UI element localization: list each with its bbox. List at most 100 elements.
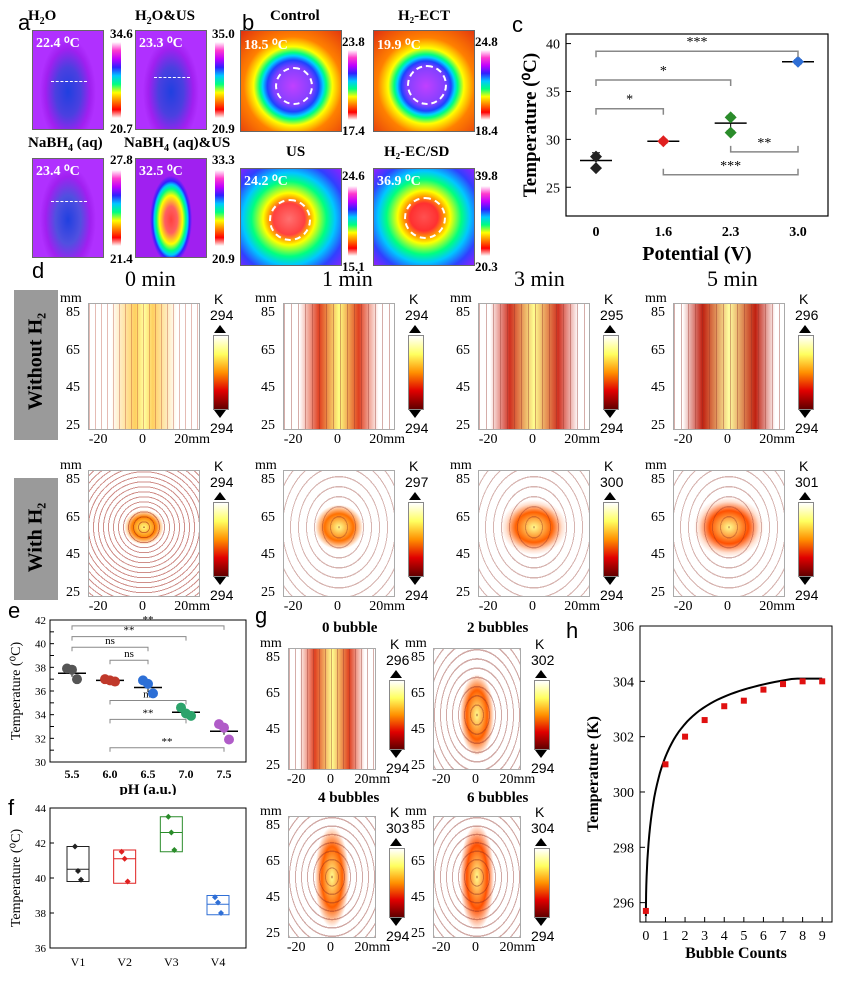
colorbar-max: 24.8: [475, 34, 498, 49]
panel-a-title-3: NaBH4 (aq): [28, 135, 103, 154]
colorbar: [348, 50, 357, 120]
y-tick-label: 40: [35, 639, 47, 651]
unit-mm: mm: [645, 291, 667, 306]
thermal-temp-label: 18.5 ⁰C: [244, 38, 288, 53]
significance-label: ns: [143, 688, 153, 700]
x-tick-label: 9: [819, 929, 826, 944]
colorbar-up-arrow: [390, 670, 402, 678]
data-point: [590, 162, 602, 175]
x-tick-label: 20mm: [354, 772, 391, 787]
colorbar-min: 18.4: [475, 123, 498, 138]
thermal-temp-label: 23.3 ⁰C: [139, 36, 183, 51]
y-tick-label: 65: [456, 342, 470, 358]
significance-bracket: [595, 79, 732, 86]
colorbar-max: 27.8: [110, 152, 133, 167]
colorbar: [481, 186, 490, 256]
x-tick-label: 20mm: [564, 432, 600, 447]
panel-label-f: f: [8, 795, 15, 820]
x-tick-label: 3.0: [789, 225, 807, 240]
colorbar-up-arrow: [799, 492, 811, 500]
thermal-image-nabh4-us: 32.5 ⁰C: [135, 158, 207, 258]
y-tick-label: 42: [35, 615, 46, 627]
panel-label-g: g: [255, 603, 268, 628]
x-tick-label: 7: [780, 929, 787, 944]
heatmap: [433, 816, 521, 938]
y-tick-label: 30: [546, 133, 560, 148]
significance-bracket: [662, 168, 799, 176]
colorbar-max: 294: [210, 307, 234, 323]
dashed-circle: [269, 199, 311, 241]
colorbar-min: 294: [795, 420, 819, 436]
x-tick-label: -20: [673, 432, 693, 447]
colorbar-up-arrow: [214, 325, 226, 333]
x-tick-label: 20mm: [499, 772, 536, 787]
y-tick-label: 85: [261, 472, 275, 487]
y-tick-label: 38: [35, 908, 47, 920]
y-tick-label: 45: [651, 547, 665, 563]
row-label-box: With H₂: [14, 478, 58, 600]
unit-mm: mm: [450, 291, 472, 306]
colorbar-up-arrow: [409, 492, 421, 500]
significance-label: ns: [124, 648, 134, 660]
colorbar-up-arrow: [390, 838, 402, 846]
x-tick-label: V2: [117, 955, 132, 969]
panel-b-title-2: H₂-ECT: [398, 8, 451, 24]
data-point: [72, 674, 82, 685]
data-point: [75, 868, 81, 874]
unit-k: K: [535, 804, 545, 820]
panel-label-a: a: [18, 10, 31, 35]
data-point: [121, 855, 128, 862]
thermal-temp-label: 23.4 ⁰C: [36, 164, 80, 179]
colorbar-max: 23.8: [342, 34, 365, 49]
colorbar: [534, 680, 550, 750]
y-axis-label: Temperature (⁰C): [520, 53, 541, 197]
y-tick-label: 45: [651, 380, 665, 396]
y-tick-label: 32: [35, 733, 46, 745]
unit-mm: mm: [60, 291, 82, 306]
data-point: [72, 843, 78, 850]
x-tick-label: 3: [701, 929, 708, 944]
data-point: [110, 676, 120, 687]
data-point: [701, 717, 708, 724]
x-tick-label: 0: [139, 432, 146, 447]
data-point: [165, 813, 172, 820]
data-point: [78, 876, 84, 883]
panel-g-title: 6 bubbles: [467, 790, 529, 806]
colorbar-max: 301: [795, 474, 819, 490]
x-tick-label: 0: [724, 432, 731, 447]
y-tick-label: 25: [456, 418, 470, 433]
x-tick-label: 20mm: [759, 432, 795, 447]
y-tick-label: 85: [66, 472, 80, 487]
colorbar: [348, 186, 357, 256]
y-tick-label: 65: [66, 342, 80, 358]
colorbar-up-arrow: [799, 325, 811, 333]
x-tick-label: -20: [431, 772, 451, 787]
panel-label-b: b: [242, 10, 255, 35]
x-tick-label: 7.0: [179, 767, 194, 781]
x-tick-label: -20: [283, 599, 303, 614]
panel-a-title-1: H2O: [28, 8, 57, 27]
y-tick-label: 85: [456, 472, 470, 487]
y-tick-label: 25: [266, 758, 280, 773]
y-tick-label: 25: [66, 585, 80, 600]
significance-label: *: [660, 64, 667, 79]
time-label: 1 min: [322, 266, 373, 291]
unit-mm: mm: [260, 636, 282, 651]
colorbar-max: 35.0: [212, 26, 235, 41]
dashed-line: [51, 201, 87, 202]
x-tick-label: 20mm: [759, 599, 795, 614]
panel-label-e: e: [8, 598, 21, 623]
significance-label: **: [162, 736, 173, 748]
x-tick-label: 20mm: [369, 432, 405, 447]
y-tick-label: 25: [261, 418, 275, 433]
x-tick-label: V4: [211, 955, 226, 969]
y-tick-label: 40: [546, 38, 560, 53]
x-tick-label: 20mm: [174, 599, 210, 614]
heatmap: [283, 303, 395, 430]
heatmap: [433, 648, 521, 770]
y-tick-label: 35: [546, 85, 560, 100]
thermal-image-h2-ec-sd: 36.9 ⁰C: [373, 168, 475, 266]
colorbar-min: 294: [531, 928, 555, 944]
colorbar-down-arrow: [604, 577, 616, 585]
panel-label-h: h: [566, 618, 579, 643]
